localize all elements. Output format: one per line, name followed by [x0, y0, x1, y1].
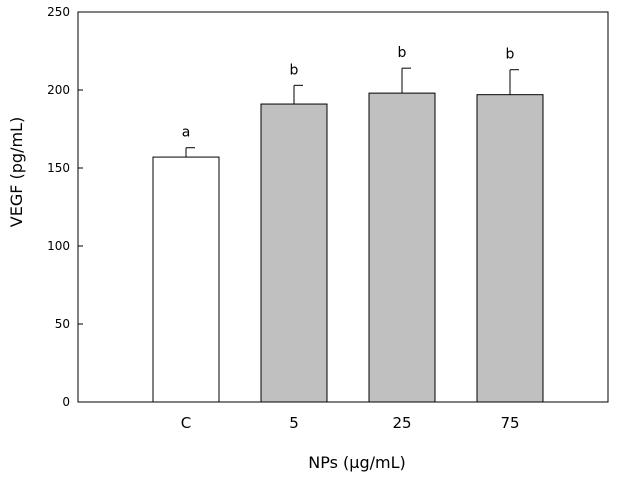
bar [152, 156, 220, 403]
significance-letter: b [398, 45, 407, 61]
bars: a b b b [152, 45, 544, 403]
bar [260, 103, 328, 403]
significance-letter: b [506, 47, 515, 63]
y-tick-label: 250 [47, 5, 70, 19]
significance-letter: a [182, 125, 191, 141]
plot-frame [77, 11, 609, 403]
x-axis: C 5 25 75 [181, 414, 520, 432]
y-axis-title: VEGF (pg/mL) [7, 117, 26, 227]
y-tick-label: 200 [47, 83, 70, 97]
y-tick-label: 100 [47, 239, 70, 253]
y-tick-label: 150 [47, 161, 70, 175]
bar [476, 94, 544, 403]
significance-letter: b [290, 62, 299, 78]
x-tick-label: 25 [392, 414, 411, 432]
bar [368, 92, 436, 403]
y-axis: 0 50 100 150 200 250 [47, 5, 83, 409]
y-tick-label: 50 [55, 317, 70, 331]
y-tick-label: 0 [62, 395, 70, 409]
x-axis-title: NPs (µg/mL) [308, 453, 405, 472]
x-tick-label: C [181, 414, 191, 432]
x-tick-label: 5 [289, 414, 299, 432]
x-tick-label: 75 [500, 414, 519, 432]
